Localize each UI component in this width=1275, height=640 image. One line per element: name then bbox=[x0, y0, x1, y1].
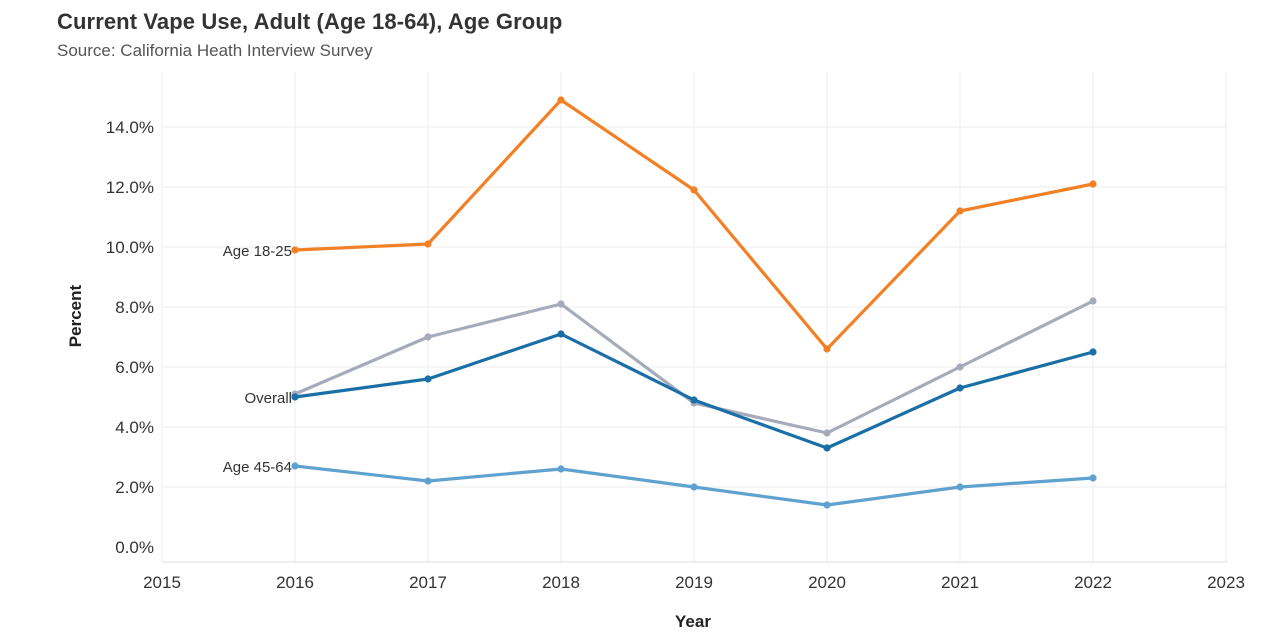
data-point[interactable] bbox=[424, 333, 432, 341]
data-point[interactable] bbox=[557, 300, 565, 308]
series-1 bbox=[291, 96, 1097, 353]
series-3 bbox=[291, 330, 1097, 452]
y-axis-ticks: 0.0% 2.0% 4.0% 6.0% 8.0% 10.0% 12.0% 14.0% bbox=[106, 118, 154, 557]
y-tick-label: 12.0% bbox=[106, 178, 154, 197]
data-point[interactable] bbox=[823, 345, 831, 353]
x-tick-label: 2019 bbox=[675, 573, 713, 592]
data-point[interactable] bbox=[424, 477, 432, 485]
data-point[interactable] bbox=[557, 96, 565, 104]
data-point[interactable] bbox=[424, 240, 432, 248]
series-label: Overall bbox=[244, 390, 292, 407]
data-point[interactable] bbox=[557, 465, 565, 473]
y-axis-title: Percent bbox=[66, 284, 85, 347]
y-tick-label: 0.0% bbox=[115, 538, 154, 557]
data-point[interactable] bbox=[1089, 180, 1097, 188]
x-tick-label: 2015 bbox=[143, 573, 181, 592]
chart-subtitle: Source: California Heath Interview Surve… bbox=[57, 41, 373, 60]
data-point[interactable] bbox=[956, 483, 964, 491]
data-point[interactable] bbox=[690, 483, 698, 491]
data-point[interactable] bbox=[424, 375, 432, 383]
x-tick-label: 2016 bbox=[276, 573, 314, 592]
x-tick-label: 2020 bbox=[808, 573, 846, 592]
y-tick-label: 2.0% bbox=[115, 478, 154, 497]
data-point[interactable] bbox=[291, 393, 299, 401]
x-axis-title: Year bbox=[675, 612, 711, 631]
y-tick-label: 10.0% bbox=[106, 238, 154, 257]
data-point[interactable] bbox=[1089, 348, 1097, 356]
y-tick-label: 4.0% bbox=[115, 418, 154, 437]
x-tick-label: 2018 bbox=[542, 573, 580, 592]
data-point[interactable] bbox=[557, 330, 565, 338]
data-point[interactable] bbox=[690, 186, 698, 194]
data-point[interactable] bbox=[1089, 474, 1097, 482]
x-tick-label: 2023 bbox=[1207, 573, 1245, 592]
data-point[interactable] bbox=[823, 429, 831, 437]
data-point[interactable] bbox=[956, 384, 964, 392]
x-tick-label: 2017 bbox=[409, 573, 447, 592]
chart-title: Current Vape Use, Adult (Age 18-64), Age… bbox=[57, 9, 563, 34]
data-point[interactable] bbox=[690, 396, 698, 404]
series-labels: Age 45-64 Overall Age 18-25 bbox=[223, 243, 292, 476]
data-point[interactable] bbox=[823, 444, 831, 452]
data-point[interactable] bbox=[956, 363, 964, 371]
x-tick-label: 2022 bbox=[1074, 573, 1112, 592]
x-axis-ticks: 2015 2016 2017 2018 2019 2020 2021 2022 2023 bbox=[143, 573, 1245, 592]
x-tick-label: 2021 bbox=[941, 573, 979, 592]
y-tick-label: 14.0% bbox=[106, 118, 154, 137]
data-point[interactable] bbox=[1089, 297, 1097, 305]
series-lines bbox=[291, 96, 1097, 509]
series-label: Age 18-25 bbox=[223, 243, 292, 260]
data-point[interactable] bbox=[956, 207, 964, 215]
series-4 bbox=[291, 462, 1097, 509]
data-point[interactable] bbox=[823, 501, 831, 509]
series-label: Age 45-64 bbox=[223, 459, 292, 476]
y-tick-label: 8.0% bbox=[115, 298, 154, 317]
data-point[interactable] bbox=[291, 462, 299, 470]
data-point[interactable] bbox=[291, 246, 299, 254]
y-tick-label: 6.0% bbox=[115, 358, 154, 377]
